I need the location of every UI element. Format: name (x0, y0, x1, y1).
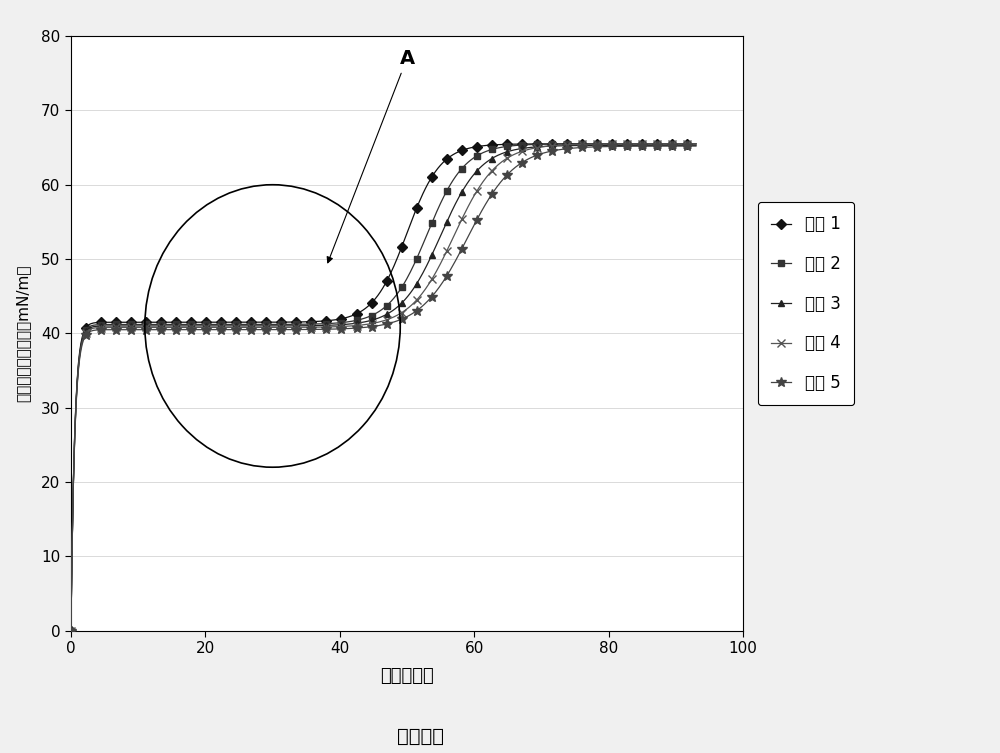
系列 4 (577, 140, 589, 149)
系列 4 (675, 139, 687, 148)
系列 2 (690, 139, 702, 148)
系列 1 (675, 139, 687, 148)
Line: 系列 5: 系列 5 (66, 142, 701, 636)
Text: A: A (327, 49, 415, 263)
系列 2 (577, 139, 589, 148)
系列 1 (65, 626, 77, 636)
系列 5 (577, 143, 589, 152)
Line: 系列 3: 系列 3 (67, 142, 699, 634)
系列 3 (366, 316, 378, 325)
系列 5 (362, 322, 374, 331)
系列 4 (65, 626, 77, 636)
系列 2 (403, 270, 415, 279)
系列 2 (675, 139, 687, 148)
系列 3 (690, 141, 702, 150)
系列 1 (437, 158, 449, 167)
系列 3 (577, 141, 589, 150)
系列 2 (437, 194, 449, 203)
系列 1 (690, 139, 702, 148)
系列 5 (675, 142, 687, 151)
系列 1 (403, 223, 415, 232)
系列 3 (437, 226, 449, 235)
系列 1 (362, 302, 374, 311)
系列 2 (366, 311, 378, 320)
系列 5 (690, 142, 702, 151)
Legend: 系列 1, 系列 2, 系列 3, 系列 4, 系列 5: 系列 1, 系列 2, 系列 3, 系列 4, 系列 5 (758, 202, 854, 405)
系列 4 (403, 303, 415, 312)
系列 4 (690, 139, 702, 148)
Line: 系列 4: 系列 4 (67, 140, 700, 635)
系列 3 (65, 626, 77, 636)
系列 4 (366, 319, 378, 328)
Line: 系列 2: 系列 2 (67, 140, 699, 634)
系列 5 (366, 322, 378, 331)
X-axis label: 时间（秒）: 时间（秒） (380, 667, 434, 685)
系列 1 (577, 139, 589, 148)
Y-axis label: 表面张力的曲线图（mN/m）: 表面张力的曲线图（mN/m） (15, 264, 30, 402)
系列 4 (437, 255, 449, 264)
系列 3 (362, 317, 374, 326)
系列 5 (403, 311, 415, 320)
系列 3 (403, 290, 415, 299)
系列 5 (65, 626, 77, 636)
系列 2 (362, 312, 374, 322)
系列 3 (675, 141, 687, 150)
Line: 系列 1: 系列 1 (67, 140, 699, 634)
系列 4 (362, 320, 374, 329)
Text: 试验对照: 试验对照 (396, 727, 444, 745)
系列 1 (366, 298, 378, 307)
系列 5 (437, 277, 449, 286)
系列 2 (65, 626, 77, 636)
